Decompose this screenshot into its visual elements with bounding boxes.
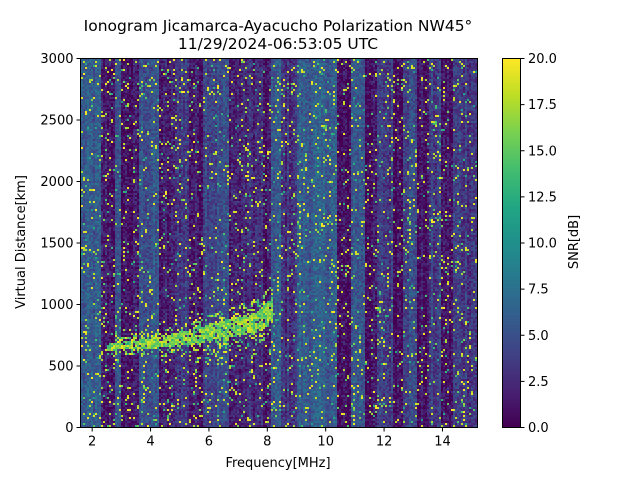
colorbar-frame bbox=[502, 58, 521, 428]
colorbar-tick-label: 10.0 bbox=[528, 237, 557, 252]
colorbar-ticks: 0.0 2.5 5.0 7.5 10.0 12.5 15.0 17.5 20.0 bbox=[520, 52, 557, 436]
colorbar-tick-label: 17.5 bbox=[528, 98, 557, 113]
plot-frame bbox=[80, 58, 478, 428]
x-tick-label: 12 bbox=[376, 435, 393, 450]
colorbar-tick-label: 5.0 bbox=[528, 329, 549, 344]
snr-colorbar bbox=[503, 59, 520, 427]
colorbar-tick-label: 12.5 bbox=[528, 190, 557, 205]
y-tick-label: 2000 bbox=[40, 175, 73, 190]
x-axis-label: Frequency[MHz] bbox=[225, 456, 330, 471]
y-tick-label: 1000 bbox=[40, 298, 73, 313]
y-axis-label: Virtual Distance[km] bbox=[14, 175, 29, 309]
chart-title: Ionogram Jicamarca-Ayacucho Polarization… bbox=[84, 17, 473, 35]
colorbar-tick-label: 7.5 bbox=[528, 283, 549, 298]
colorbar-label: SNR[dB] bbox=[567, 215, 582, 269]
y-tick-label: 3000 bbox=[40, 52, 73, 67]
x-axis-ticks: 2 4 6 8 10 12 14 bbox=[88, 427, 451, 450]
colorbar-tick-label: 0.0 bbox=[528, 421, 549, 436]
x-tick-label: 6 bbox=[205, 435, 213, 450]
chart-subtitle: 11/29/2024-06:53:05 UTC bbox=[178, 35, 378, 53]
y-tick-label: 1500 bbox=[40, 237, 73, 252]
y-tick-label: 2500 bbox=[40, 114, 73, 129]
x-tick-label: 8 bbox=[263, 435, 271, 450]
colorbar-tick-label: 15.0 bbox=[528, 144, 557, 159]
ionogram-heatmap bbox=[81, 59, 477, 427]
x-tick-label: 10 bbox=[317, 435, 334, 450]
y-tick-label: 500 bbox=[49, 360, 74, 375]
x-tick-label: 14 bbox=[434, 435, 451, 450]
colorbar-tick-label: 20.0 bbox=[528, 52, 557, 67]
y-axis-ticks: 0 500 1000 1500 2000 2500 3000 bbox=[40, 52, 81, 436]
x-tick-label: 4 bbox=[146, 435, 154, 450]
y-tick-label: 0 bbox=[65, 421, 73, 436]
x-tick-label: 2 bbox=[88, 435, 96, 450]
colorbar-tick-label: 2.5 bbox=[528, 375, 549, 390]
